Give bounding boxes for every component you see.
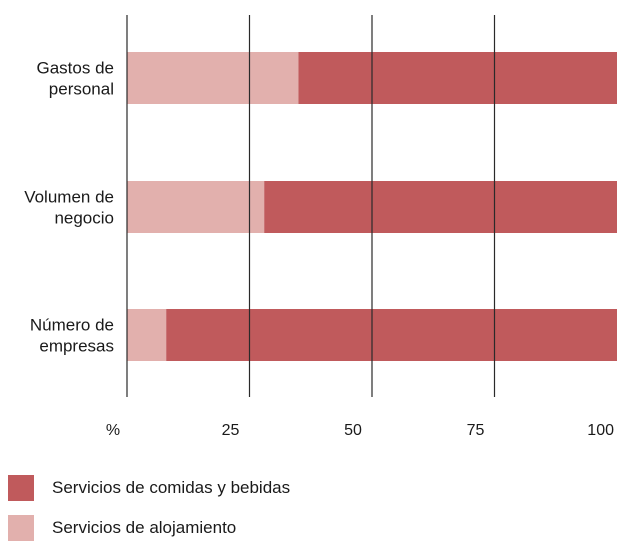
legend-label-alojamiento: Servicios de alojamiento (52, 518, 237, 537)
bar-0-1 (298, 52, 617, 104)
category-label-2-1: empresas (39, 337, 114, 356)
category-label-1-1: negocio (54, 209, 114, 228)
bar-2-0 (127, 309, 167, 361)
category-label-1-0: Volumen de (24, 188, 114, 207)
category-label-2-0: Número de (30, 316, 114, 335)
tick-label-1: 25 (222, 422, 240, 439)
category-label-0-1: personal (49, 80, 114, 99)
legend-swatch-alojamiento (8, 515, 34, 541)
legend-label-comidas-bebidas: Servicios de comidas y bebidas (52, 478, 291, 497)
legend-item-comidas-bebidas: Servicios de comidas y bebidas (8, 475, 568, 501)
bar-0-0 (127, 52, 299, 104)
bar-1-0 (127, 181, 265, 233)
tick-label-3: 75 (467, 422, 485, 439)
bar-1-1 (264, 181, 617, 233)
tick-label-0: % (106, 422, 120, 439)
legend-item-alojamiento: Servicios de alojamiento (8, 515, 568, 541)
category-label-0-0: Gastos de (37, 59, 115, 78)
tick-label-2: 50 (344, 422, 362, 439)
bar-2-1 (166, 309, 617, 361)
tick-label-4: 100 (587, 422, 614, 439)
legend-swatch-comidas-bebidas (8, 475, 34, 501)
